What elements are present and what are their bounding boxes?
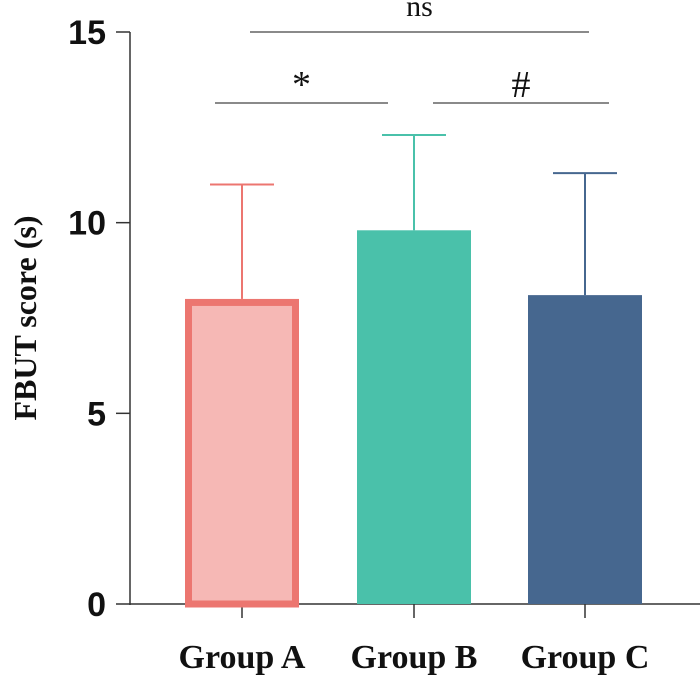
x-category-label: Group B [351, 639, 478, 676]
y-tick-label: 5 [87, 395, 106, 433]
x-category-label: Group C [521, 639, 650, 676]
y-tick-label: 10 [68, 205, 106, 243]
significance-label: * [292, 64, 311, 106]
y-tick-label: 0 [87, 586, 106, 624]
y-axis-title: FBUT score (s) [7, 215, 43, 420]
plot-area: 0 5 10 15 Group A Group B Group C ns * # [68, 0, 700, 676]
bar [528, 295, 642, 604]
bar [185, 298, 299, 608]
bar [357, 230, 471, 604]
y-tick-label: 15 [68, 14, 106, 52]
significance-label: # [512, 64, 531, 106]
x-category-label: Group A [179, 639, 306, 676]
significance-label: ns [406, 0, 433, 23]
